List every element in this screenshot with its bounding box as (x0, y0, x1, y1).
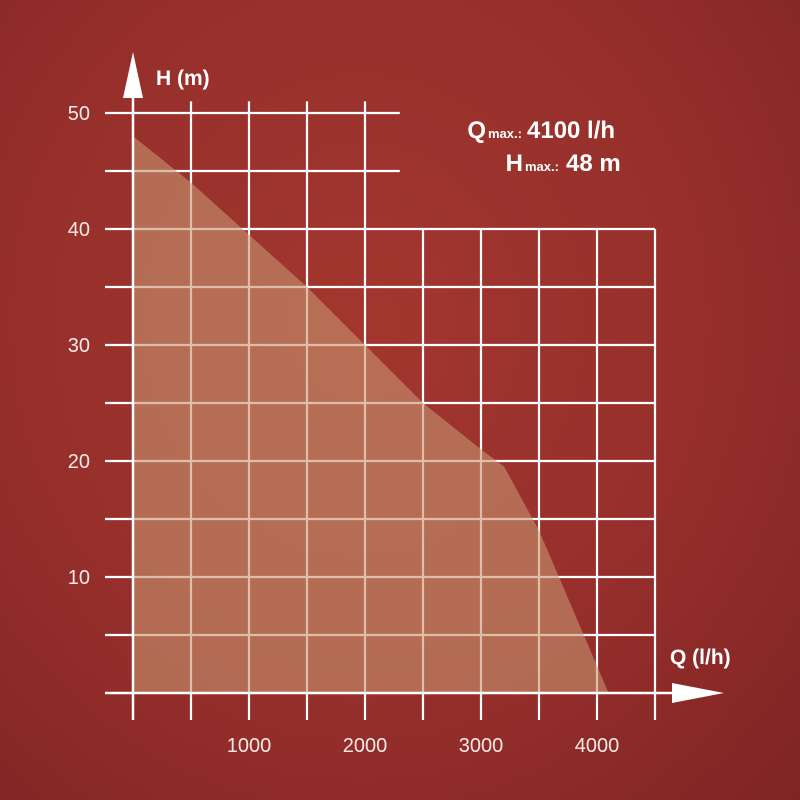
axes (105, 52, 724, 720)
x-axis-arrow-icon (672, 683, 724, 703)
performance-curve-area (133, 136, 609, 693)
x-axis-title: Q (l/h) (670, 646, 731, 669)
max-head-annotation: H max.: 48 m (506, 150, 621, 177)
q-max-label: Q (467, 117, 486, 144)
h-max-sub: max.: (525, 159, 559, 174)
tick-labels: 10 20 30 40 50 1000 2000 3000 4000 (68, 103, 620, 757)
x-tick-label: 1000 (227, 735, 272, 757)
y-tick-label: 30 (68, 335, 90, 357)
q-max-sub: max.: (488, 126, 522, 141)
h-max-value: 48 m (566, 150, 621, 177)
y-tick-label: 50 (68, 103, 90, 125)
x-tick-label: 4000 (575, 735, 620, 757)
x-tick-label: 3000 (459, 735, 504, 757)
y-axis-title: H (m) (156, 67, 210, 90)
y-tick-label: 20 (68, 451, 90, 473)
y-tick-label: 40 (68, 219, 90, 241)
q-max-value: 4100 l/h (527, 117, 615, 144)
x-tick-label: 2000 (343, 735, 388, 757)
y-tick-label: 10 (68, 567, 90, 589)
y-axis-arrow-icon (123, 52, 143, 98)
max-flow-annotation: Q max.: 4100 l/h (467, 117, 615, 144)
h-max-label: H (506, 150, 523, 177)
